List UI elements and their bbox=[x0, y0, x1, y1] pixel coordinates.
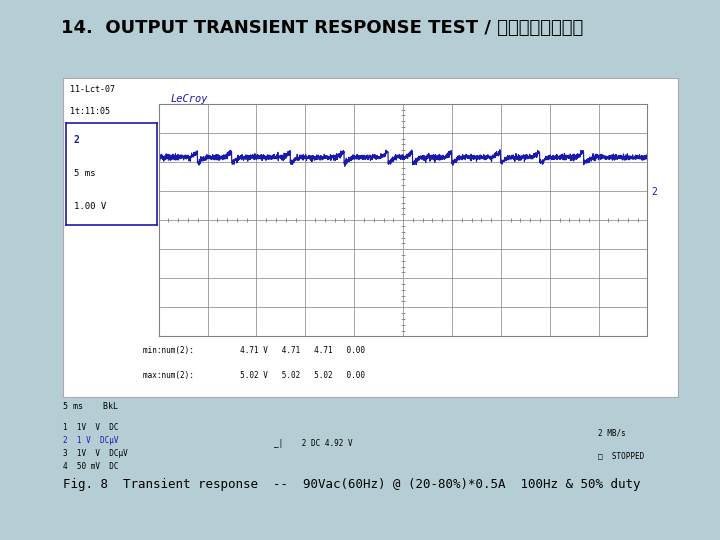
Text: 1.00 V: 1.00 V bbox=[73, 202, 106, 212]
Text: 5 ms: 5 ms bbox=[73, 169, 95, 178]
Text: 4  50 mV  DC: 4 50 mV DC bbox=[63, 462, 119, 471]
Text: □  STOPPED: □ STOPPED bbox=[598, 451, 644, 460]
Text: 2 MB/s: 2 MB/s bbox=[598, 428, 626, 437]
Text: _|    2 DC 4.92 V: _| 2 DC 4.92 V bbox=[274, 439, 352, 448]
Text: max:num(2):          5.02 V   5.02   5.02   0.00: max:num(2): 5.02 V 5.02 5.02 0.00 bbox=[143, 372, 365, 380]
Text: 2: 2 bbox=[652, 187, 657, 197]
Text: 1t:11:05: 1t:11:05 bbox=[70, 107, 109, 116]
Text: 3  1V  V  DCμV: 3 1V V DCμV bbox=[63, 449, 128, 458]
Text: 2: 2 bbox=[73, 135, 80, 145]
Text: Fig. 8  Transient response  --  90Vac(60Hz) @ (20-80%)*0.5A  100Hz & 50% duty: Fig. 8 Transient response -- 90Vac(60Hz)… bbox=[63, 478, 641, 491]
Text: 14.  OUTPUT TRANSIENT RESPONSE TEST / 输出暂态响应测试: 14. OUTPUT TRANSIENT RESPONSE TEST / 输出暂… bbox=[61, 19, 583, 37]
Text: LeCroy: LeCroy bbox=[171, 94, 209, 104]
Text: 5 ms    BkL: 5 ms BkL bbox=[63, 402, 118, 411]
Text: 1  1V  V  DC: 1 1V V DC bbox=[63, 423, 119, 432]
Text: 11-Lct-07: 11-Lct-07 bbox=[70, 85, 114, 93]
Text: min:num(2):          4.71 V   4.71   4.71   0.00: min:num(2): 4.71 V 4.71 4.71 0.00 bbox=[143, 346, 365, 355]
Text: 2  1 V  DCμV: 2 1 V DCμV bbox=[63, 436, 119, 445]
Text: 3 sweeps:   average     low    high   sigma: 3 sweeps: average low high sigma bbox=[235, 317, 434, 326]
